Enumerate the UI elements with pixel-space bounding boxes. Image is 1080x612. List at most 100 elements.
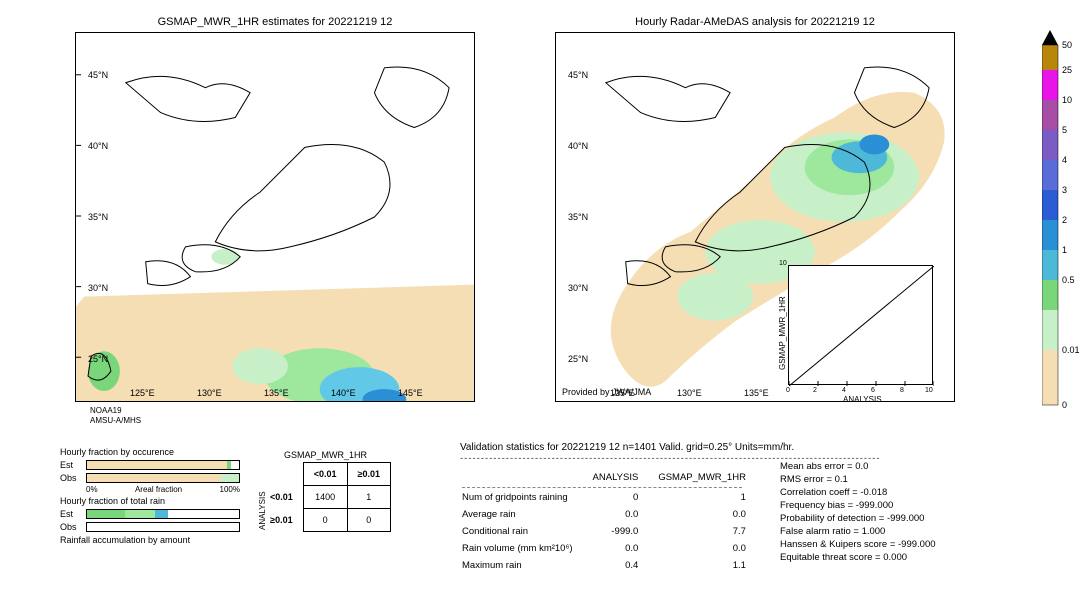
axis-0: 0%	[86, 485, 98, 494]
left-footer2: AMSU-A/MHS	[90, 416, 141, 425]
bar-segment	[168, 510, 239, 518]
stats-col-a: ANALYSIS	[593, 470, 657, 485]
bar-label: Obs	[60, 473, 86, 483]
cont-cell: 1	[347, 486, 390, 509]
cb-tick: 0.01	[1062, 345, 1080, 355]
stats-metric: Frequency bias = -999.000	[780, 499, 936, 512]
lon-tick: 140°E	[331, 388, 356, 398]
scatter-plot	[788, 265, 933, 385]
stats-metric: False alarm ratio = 1.000	[780, 525, 936, 538]
cont-col0: <0.01	[303, 463, 347, 486]
cont-col-title: GSMAP_MWR_1HR	[260, 450, 391, 460]
lat-tick: 40°N	[568, 141, 588, 151]
stats-b: 1	[658, 490, 764, 505]
bar-segment	[231, 461, 239, 469]
bar-segment	[125, 510, 155, 518]
bar-segment	[155, 510, 167, 518]
scatter-xtick: 0	[786, 387, 790, 394]
fraction-bars: Hourly fraction by occurence Est Obs 0% A…	[60, 445, 240, 547]
rain-title: Hourly fraction of total rain	[60, 496, 240, 506]
cont-cell: 1400	[303, 486, 347, 509]
cb-tick: 3	[1062, 185, 1067, 195]
scatter-xtick: 4	[842, 387, 846, 394]
lon-tick: 135°E	[264, 388, 289, 398]
cb-tick: 2	[1062, 215, 1067, 225]
stats-col-b: GSMAP_MWR_1HR	[658, 470, 764, 485]
axis-mid: Areal fraction	[135, 485, 182, 494]
accum-title: Rainfall accumulation by amount	[60, 535, 240, 545]
stats-metric: Correlation coeff = -0.018	[780, 486, 936, 499]
cont-row-title: ANALYSIS	[258, 491, 267, 530]
stats-b: 7.7	[658, 524, 764, 539]
lon-tick: 125°E	[610, 388, 635, 398]
lat-tick: 35°N	[88, 212, 108, 222]
stats-metric: Hanssen & Kuipers score = -999.000	[780, 538, 936, 551]
bar-segment	[221, 474, 239, 482]
lat-tick: 30°N	[568, 283, 588, 293]
cb-tick: 25	[1062, 65, 1072, 75]
lat-tick: 25°N	[568, 354, 588, 364]
cont-col1: ≥0.01	[347, 463, 390, 486]
left-footer1: NOAA19	[90, 406, 122, 415]
stats-key: Conditional rain	[462, 524, 591, 539]
stats-a: 0.4	[593, 558, 657, 573]
bar-label: Est	[60, 460, 86, 470]
lon-tick: 125°E	[130, 388, 155, 398]
right-map-title: Hourly Radar-AMeDAS analysis for 2022121…	[555, 16, 955, 28]
cb-tick: 1	[1062, 245, 1067, 255]
scatter-xtick: 6	[871, 387, 875, 394]
scatter-xtick: 8	[900, 387, 904, 394]
cb-tick: 5	[1062, 125, 1067, 135]
bar-track	[86, 509, 240, 519]
scatter-xlabel: ANALYSIS	[843, 395, 882, 404]
stats-key: Num of gridpoints raining	[462, 490, 591, 505]
scatter-xtick: 10	[925, 387, 933, 394]
cb-tick: 10	[1062, 95, 1072, 105]
stats-a: 0	[593, 490, 657, 505]
stats-right: Mean abs error = 0.0RMS error = 0.1Corre…	[780, 460, 936, 564]
stats-title: Validation statistics for 20221219 12 n=…	[460, 442, 881, 453]
lon-tick: 130°E	[677, 388, 702, 398]
cb-tick: 0	[1062, 400, 1067, 410]
lat-tick: 35°N	[568, 212, 588, 222]
stats-b: 1.1	[658, 558, 764, 573]
lat-tick: 25°N	[88, 354, 108, 364]
stats-metric: Mean abs error = 0.0	[780, 460, 936, 473]
bar-track	[86, 473, 240, 483]
lon-tick: 135°E	[744, 388, 769, 398]
stats-metric: Probability of detection = -999.000	[780, 512, 936, 525]
stats-a: 0.0	[593, 541, 657, 556]
stats-key: Rain volume (mm km²10⁶)	[462, 541, 591, 556]
stats-metric: RMS error = 0.1	[780, 473, 936, 486]
provider-label: Provided by JWA/JMA	[562, 387, 651, 397]
scatter-ytick: 10	[779, 260, 787, 267]
stats-a: -999.0	[593, 524, 657, 539]
scatter-xtick: 2	[813, 387, 817, 394]
lat-tick: 45°N	[88, 70, 108, 80]
cont-cell: 0	[347, 509, 390, 532]
colorbar: 50 25 10 5 4 3 2 1 0.5 0.01 0	[1042, 30, 1068, 410]
bar-segment	[87, 510, 125, 518]
lon-tick: 130°E	[197, 388, 222, 398]
lat-tick: 30°N	[88, 283, 108, 293]
bar-label: Est	[60, 509, 86, 519]
stats-metric: Equitable threat score = 0.000	[780, 551, 936, 564]
cont-cell: 0	[303, 509, 347, 532]
lon-tick: 145°E	[398, 388, 423, 398]
left-map-svg	[76, 33, 474, 401]
left-map-panel	[75, 32, 475, 402]
cb-tick: 4	[1062, 155, 1067, 165]
bar-segment	[87, 523, 110, 531]
lat-tick: 40°N	[88, 141, 108, 151]
bar-segment	[87, 461, 227, 469]
bar-segment	[110, 523, 239, 531]
bar-segment	[87, 474, 221, 482]
occ-title: Hourly fraction by occurence	[60, 447, 240, 457]
stats-key: Maximum rain	[462, 558, 591, 573]
bar-track	[86, 522, 240, 532]
cb-tick: 0.5	[1062, 275, 1075, 285]
left-map-title: GSMAP_MWR_1HR estimates for 20221219 12	[75, 16, 475, 28]
bar-label: Obs	[60, 522, 86, 532]
stats-b: 0.0	[658, 541, 764, 556]
lat-tick: 45°N	[568, 70, 588, 80]
